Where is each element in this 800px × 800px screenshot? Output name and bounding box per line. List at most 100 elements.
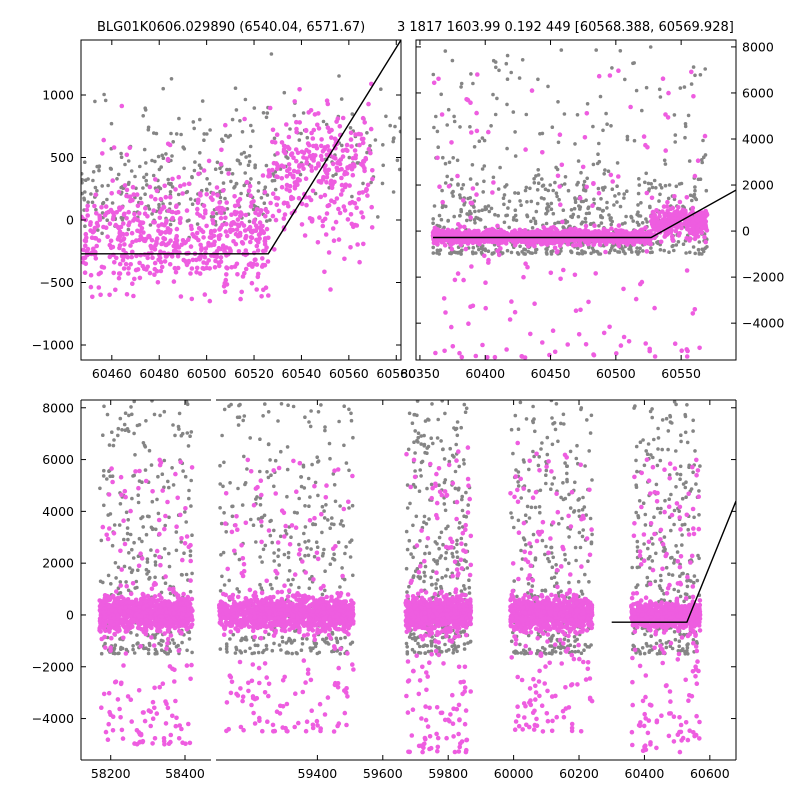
gray-data-point xyxy=(522,252,526,256)
gray-data-point xyxy=(122,537,126,542)
gray-data-point xyxy=(115,177,119,181)
gray-data-point xyxy=(138,164,142,169)
gray-data-point xyxy=(145,514,150,519)
pink-data-point xyxy=(329,198,334,203)
pink-data-point xyxy=(124,187,130,193)
gray-data-point xyxy=(591,124,595,129)
pink-data-point xyxy=(255,248,261,253)
pink-data-point xyxy=(317,215,322,220)
pink-data-point xyxy=(96,285,102,290)
gray-data-point xyxy=(132,540,136,545)
gray-data-point xyxy=(418,539,422,543)
pink-data-point xyxy=(528,331,533,337)
gray-data-point xyxy=(549,249,553,254)
pink-data-point xyxy=(626,339,632,344)
gray-data-point xyxy=(160,153,164,158)
gray-data-point xyxy=(573,142,577,146)
pink-data-point xyxy=(329,185,335,191)
pink-data-point xyxy=(485,355,490,360)
pink-data-point xyxy=(369,225,375,230)
pink-data-point xyxy=(211,242,217,247)
gray-data-point xyxy=(295,651,299,656)
pink-data-point xyxy=(190,257,196,263)
pink-data-point xyxy=(317,179,323,184)
pink-data-point xyxy=(270,127,276,133)
pink-data-point xyxy=(173,204,179,209)
pink-data-point xyxy=(666,215,672,220)
pink-data-point xyxy=(194,270,199,275)
gray-data-point xyxy=(258,555,262,559)
gray-data-point xyxy=(460,497,464,502)
gray-data-point xyxy=(129,169,134,173)
gray-data-point xyxy=(162,547,167,551)
gray-data-point xyxy=(312,554,317,559)
gray-data-point xyxy=(184,190,189,195)
pink-data-point xyxy=(335,167,340,173)
gray-data-point xyxy=(520,58,525,62)
gray-data-point xyxy=(339,519,344,523)
y-tick-label: 1000 xyxy=(42,88,74,103)
gray-data-point xyxy=(415,400,420,403)
axes-frame xyxy=(80,39,402,361)
gray-data-point xyxy=(457,486,461,491)
gray-data-point xyxy=(472,145,477,149)
pink-data-point xyxy=(578,243,583,248)
gray-data-point xyxy=(307,420,311,424)
pink-data-point xyxy=(119,103,125,109)
pink-data-point xyxy=(434,236,440,241)
gray-data-point xyxy=(464,515,469,519)
gray-data-point xyxy=(553,427,558,432)
gray-data-point xyxy=(234,181,239,186)
gray-data-point xyxy=(624,214,628,219)
pink-data-point xyxy=(572,272,578,278)
gray-data-point xyxy=(604,111,608,116)
gray-data-point xyxy=(423,564,428,569)
pink-data-point xyxy=(124,292,130,297)
pink-data-point xyxy=(583,223,589,229)
pink-data-point xyxy=(164,253,169,259)
gray-data-point xyxy=(230,117,235,122)
pink-data-point xyxy=(474,228,480,234)
pink-data-point xyxy=(486,257,491,263)
gray-data-point xyxy=(663,183,668,188)
gray-data-point xyxy=(279,648,283,652)
pink-data-point xyxy=(153,177,158,182)
gray-data-point xyxy=(164,152,168,156)
gray-data-point xyxy=(440,205,445,210)
gray-data-point xyxy=(405,547,410,552)
pink-data-point xyxy=(353,132,358,137)
pink-data-point xyxy=(201,260,206,265)
gray-data-point xyxy=(405,590,409,594)
pink-data-point xyxy=(119,205,125,210)
gray-data-point xyxy=(234,108,239,112)
gray-data-point xyxy=(550,482,554,486)
pink-data-point xyxy=(294,179,300,184)
gray-data-point xyxy=(443,411,447,416)
pink-data-point xyxy=(206,240,211,246)
gray-data-point xyxy=(430,582,434,587)
gray-data-point xyxy=(431,221,435,225)
gray-data-point xyxy=(569,208,574,212)
gray-data-point xyxy=(238,649,242,653)
gray-data-point xyxy=(640,108,644,113)
pink-data-point xyxy=(340,115,346,121)
gray-data-point xyxy=(199,166,203,170)
gray-data-point xyxy=(486,249,491,253)
gray-data-point xyxy=(391,136,396,141)
pink-data-point xyxy=(228,249,233,254)
gray-data-point xyxy=(620,222,625,226)
pink-data-point xyxy=(532,301,537,307)
pink-data-point xyxy=(135,217,140,223)
pink-data-point xyxy=(435,155,440,161)
gray-data-point xyxy=(563,461,567,465)
pink-data-point xyxy=(552,349,558,355)
gray-data-point xyxy=(608,218,613,222)
gray-data-point xyxy=(470,250,475,254)
gray-data-point xyxy=(504,183,509,187)
pink-data-point xyxy=(234,261,240,267)
gray-data-point xyxy=(455,433,460,438)
pink-data-point xyxy=(137,211,142,216)
pink-data-point xyxy=(323,232,329,237)
gray-data-point xyxy=(315,651,320,656)
